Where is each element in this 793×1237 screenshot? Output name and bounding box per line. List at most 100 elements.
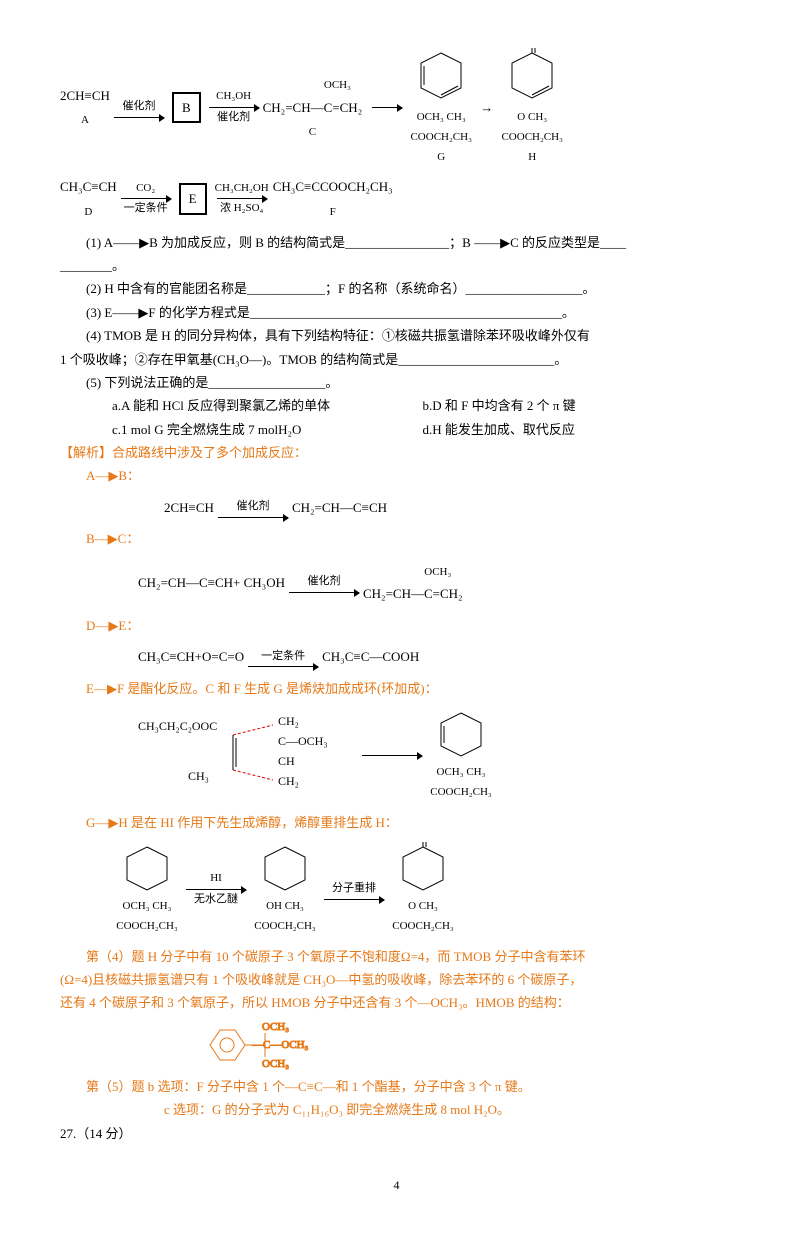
opt-b: b.D 和 F 中均含有 2 个 π 键 [423,394,576,417]
sub: COOCH₂CH₃ [392,920,453,932]
scheme-row-2: CH₃C≡CH D CO₂ 一定条件 E CH₃CH₂OH 浓 H₂SO₄ CH… [60,175,733,222]
reactant: CH₂=CH—C≡CH+ CH₃OH [138,571,285,594]
label-c: C [309,126,316,138]
compound-c: OCH₃ CH₂=CH—C=CH₂ C [263,72,363,143]
formula: CH₃C≡CCOOCH₂CH₃ [273,179,393,194]
para-4c: 还有 4 个碳原子和 3 个氧原子，所以 HMOB 分子中还含有 3 个—OCH… [60,991,733,1014]
reagent: 催化剂 [122,97,155,117]
question-4b: 1 个吸收峰；②存在甲氧基(CH₃O—)。TMOB 的结构简式是________… [60,348,733,371]
opt-a: a.A 能和 HCl 反应得到聚氯乙烯的单体 [112,394,423,417]
arrow-3: CO₂ 一定条件 [121,179,171,220]
gh-end: O CH₃ COOCH₂CH₃ [388,842,458,937]
arrow-gh: → [480,96,493,119]
reagent: 浓 H₂SO₄ [220,199,263,219]
reaction-ab: 2CH≡CH 催化剂 CH₂=CH—C≡CH [60,496,733,519]
product: CH₂=CH—C≡CH [292,496,387,519]
step-ef: E—▶F 是酯化反应。C 和 F 生成 G 是烯炔加成成环(环加成)： [60,677,733,700]
sub: CH₃ [152,900,171,912]
options-row-2: c.1 mol G 完全燃烧生成 7 molH₂O d.H 能发生加成、取代反应 [60,418,733,441]
sub: O [408,900,416,912]
question-2: (2) H 中含有的官能团名称是____________；F 的名称（系统命名）… [60,277,733,300]
svg-text:CH₃: CH₃ [188,769,209,783]
label-a: A [81,114,89,126]
tmob-structure: OCH₃ —C—OCH₃ OCH₃ [60,1015,733,1075]
question-1: (1) A——▶B 为加成反应，则 B 的结构简式是______________… [60,231,733,254]
box-e: E [179,183,207,214]
compound-d: CH₃C≡CH D [60,175,117,222]
cat: 催化剂 [308,572,341,592]
arrow: 催化剂 [289,572,359,593]
svg-text:C—OCH₃: C—OCH₃ [278,734,328,748]
arrow: HI 无水乙醚 [186,869,246,910]
arrow: 分子重排 [324,879,384,900]
gh-start: OCH₃ CH₃ COOCH₂CH₃ [112,842,182,937]
arrow [362,755,422,756]
step-ab: A—▶B： [60,464,733,487]
reagent: CH₃CH₂OH [215,179,269,199]
sub: O [517,111,525,123]
para-5b: c 选项：G 的分子式为 C₁₁H₁₆O₃ 即完全燃烧生成 8 mol H₂O。 [60,1098,733,1121]
arrow-4: CH₃CH₂OH 浓 H₂SO₄ [215,179,269,220]
arrow-2: CH₃OH 催化剂 [209,87,259,128]
formula: CH₂=CH—C=CH₂ [363,586,463,601]
sub: OCH₃ [324,79,351,91]
scheme-row-1: 2CH≡CH A 催化剂 B CH₃OH 催化剂 OCH₃ CH₂=CH—C=C… [60,48,733,167]
compound-g: OCH₃ CH₃ COOCH₂CH₃ G [406,48,476,167]
formula: 2CH≡CH [60,88,110,103]
cat: HI [210,869,222,889]
sub: COOCH₂CH₃ [430,786,491,798]
opt-d: d.H 能发生加成、取代反应 [423,418,575,441]
cat: 一定条件 [261,647,305,667]
analysis-title: 【解析】合成路线中涉及了多个加成反应： [60,441,733,464]
question-3: (3) E——▶F 的化学方程式是_______________________… [60,301,733,324]
reagent: CO₂ [136,179,155,199]
compound-h: O CH₃ COOCH₂CH₃ H [497,48,567,167]
sub: OH [266,900,282,912]
sub: COOCH₂CH₃ [410,131,471,143]
product-g: OCH₃ CH₃ COOCH₂CH₃ [426,708,496,803]
question-27: 27.（14 分） [60,1122,733,1145]
label-h: H [528,151,536,163]
svg-text:CH₂: CH₂ [278,774,299,788]
question-5: (5) 下列说法正确的是__________________。 [60,371,733,394]
sub: OCH₃ [437,766,464,778]
step-bc: B—▶C： [60,527,733,550]
svg-text:OCH₃: OCH₃ [262,1021,289,1033]
svg-text:CH₂: CH₂ [278,714,299,728]
label-f: F [330,206,336,218]
label-d: D [84,206,92,218]
compound-a: 2CH≡CH A [60,84,110,131]
cat: 催化剂 [236,497,269,517]
para-4b: (Ω=4)且核磁共振氢谱只有 1 个吸收峰就是 CH₃O—中氢的吸收峰，除去苯环… [60,968,733,991]
question-1b: ________。 [60,254,733,277]
svg-text:CH: CH [278,754,295,768]
top: OCH₃ [424,566,451,578]
product: OCH₃ CH₂=CH—C=CH₂ [363,559,463,606]
page-number: 4 [60,1175,733,1197]
sub: COOCH₂CH₃ [254,920,315,932]
sub: CH₃ [466,766,485,778]
box-b: B [172,92,201,123]
reaction-de: CH₃C≡CH+O=C=O 一定条件 CH₃C≡C—COOH [60,645,733,668]
cat: 分子重排 [332,879,376,899]
formula: CH₃C≡CH [60,179,117,194]
para-5a: 第（5）题 b 选项：F 分子中含 1 个—C≡C—和 1 个酯基，分子中含 3… [60,1075,733,1098]
cat: 无水乙醚 [194,890,238,910]
label-g: G [437,151,445,163]
formula: CH₂=CH—C=CH₂ [263,100,363,115]
reactant: 2CH≡CH [164,496,214,519]
sub: OCH₃ [123,900,150,912]
reaction-bc: CH₂=CH—C≡CH+ CH₃OH 催化剂 OCH₃ CH₂=CH—C=CH₂ [60,559,733,606]
product: CH₃C≡C—COOH [322,645,419,668]
sub: CH₃ [447,111,466,123]
reaction-cyclo: CH₃CH₂C₂OOC CH₃ CH₂ C—OCH₃ CH CH₂ OCH₃ C… [60,708,733,803]
svg-text:—C—OCH₃: —C—OCH₃ [251,1039,309,1051]
arrow-1: 催化剂 [114,97,164,118]
arrow: 催化剂 [218,497,288,518]
question-4a: (4) TMOB 是 H 的同分异构体，具有下列结构特征：①核磁共振氢谱除苯环吸… [60,324,733,347]
sub: COOCH₂CH₃ [501,131,562,143]
sub: OCH₃ [417,111,444,123]
step-de: D—▶E： [60,614,733,637]
svg-text:CH₃CH₂C₂OOC: CH₃CH₂C₂OOC [138,719,217,733]
arrow-cg [372,107,402,108]
